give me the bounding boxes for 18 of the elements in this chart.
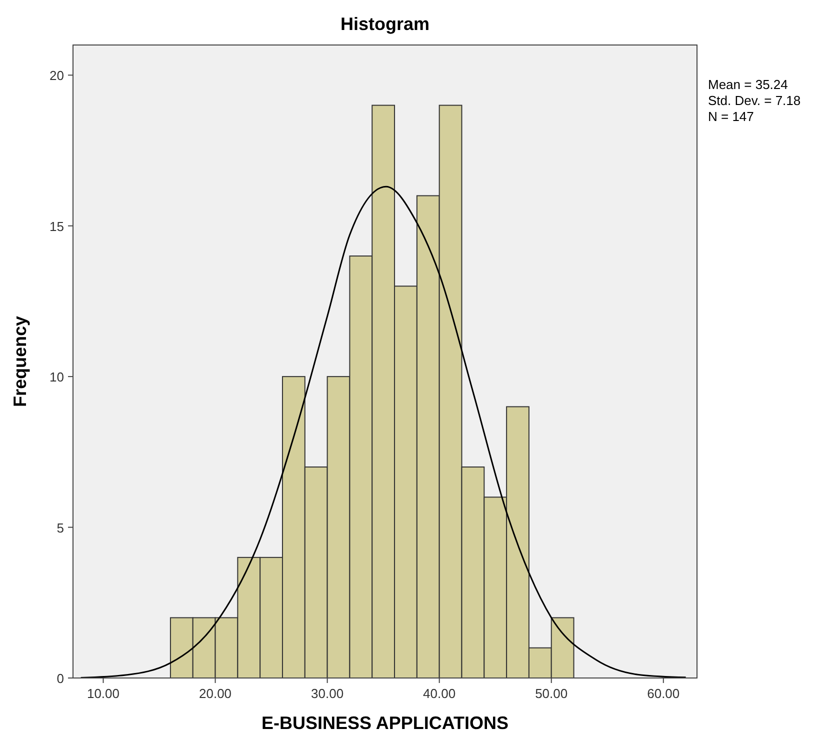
chart-title: Histogram xyxy=(340,14,430,34)
y-tick-label: 20 xyxy=(50,68,64,84)
text: Mean = 35.24 xyxy=(708,77,788,92)
x-tick-label: 30.00 xyxy=(311,686,344,701)
text: Std. Dev. = 7.18 xyxy=(708,93,801,108)
text: N = 147 xyxy=(708,109,754,124)
x-tick-label: 50.00 xyxy=(535,686,568,701)
y-tick-label: 5 xyxy=(56,520,64,536)
x-tick-label: 20.00 xyxy=(199,686,232,701)
y-tick-label: 10 xyxy=(50,370,64,385)
y-tick-label: 15 xyxy=(50,218,64,234)
y-axis-title: Frequency xyxy=(10,316,30,408)
x-tick-label: 40.00 xyxy=(423,686,456,701)
line-series xyxy=(80,186,687,678)
x-tick-label: 10.00 xyxy=(86,686,120,701)
x-axis-title: E-BUSINESS APPLICATIONS xyxy=(261,713,509,733)
y-tick-label: 0 xyxy=(56,671,64,686)
x-tick-label: 60.00 xyxy=(647,686,680,701)
